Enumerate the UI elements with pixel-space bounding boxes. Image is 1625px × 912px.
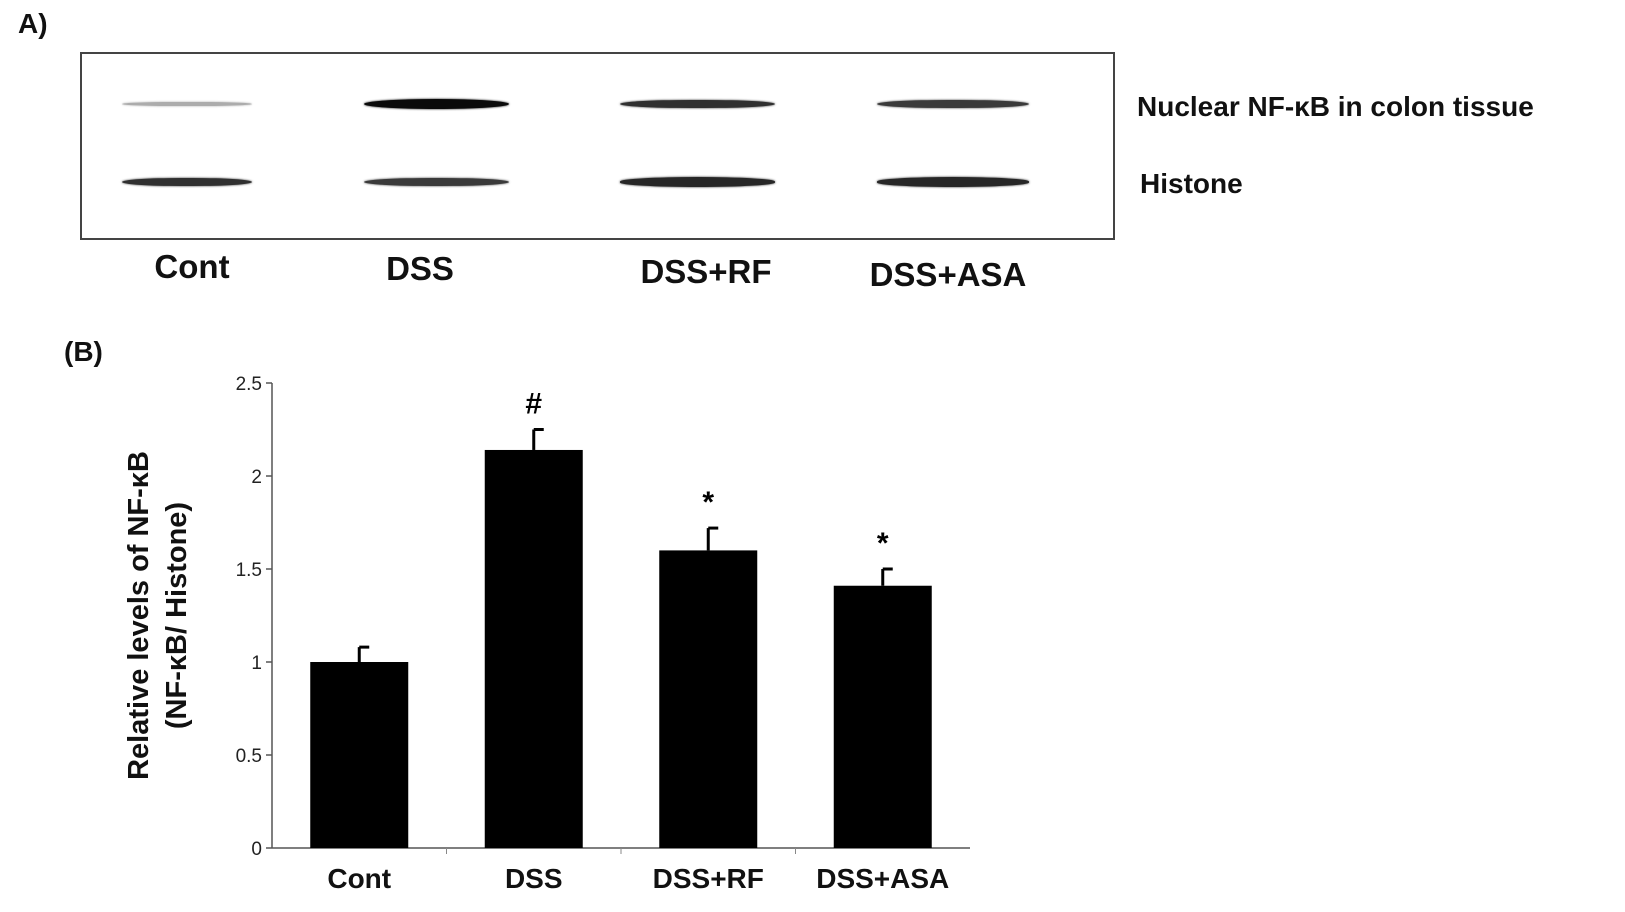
blot-row-label-nfkb: Nuclear NF-κB in colon tissue — [1137, 91, 1534, 122]
y-tick-label: 2.5 — [236, 374, 262, 395]
y-tick-label: 1 — [251, 653, 262, 674]
western-blot — [80, 52, 1115, 240]
significance-marker: * — [877, 527, 889, 560]
blot-lane-label-dss-asa: DSS+ASA — [869, 256, 1027, 293]
significance-marker: # — [525, 388, 542, 421]
y-tick-label: 2 — [251, 467, 262, 488]
y-tick-label: 1.5 — [236, 560, 262, 581]
band-histone-0 — [122, 177, 252, 187]
panel-a-label: A) — [18, 8, 48, 39]
band-nfkb-2 — [620, 99, 775, 109]
y-tick-label: 0.5 — [236, 746, 262, 767]
blot-row-label-histone: Histone — [1140, 168, 1243, 199]
band-histone-2 — [620, 177, 775, 187]
bar-dss — [484, 449, 583, 848]
band-histone-1 — [364, 177, 509, 187]
band-nfkb-1 — [364, 99, 509, 109]
x-tick-label: DSS+RF — [653, 863, 764, 894]
panel-b-label: (B) — [64, 336, 103, 367]
y-axis-title: Relative levels of NF-κB — [123, 451, 155, 780]
blot-lane-label-cont: Cont — [154, 248, 230, 285]
band-nfkb-0 — [122, 101, 252, 107]
x-tick-label: DSS — [505, 863, 563, 894]
y-axis-subtitle: (NF-κB/ Histone) — [161, 502, 193, 729]
significance-marker: * — [702, 486, 714, 519]
bar-dss-rf — [659, 550, 758, 848]
y-tick-label: 0 — [251, 839, 262, 860]
band-nfkb-3 — [877, 99, 1029, 109]
x-tick-label: Cont — [327, 863, 391, 894]
blot-lane-label-dss-rf: DSS+RF — [640, 253, 772, 290]
bar-dss-asa — [833, 585, 932, 848]
x-tick-label: DSS+ASA — [816, 863, 949, 894]
band-histone-3 — [877, 177, 1029, 187]
blot-lane-label-dss: DSS — [386, 250, 454, 287]
bar-cont — [310, 662, 409, 848]
